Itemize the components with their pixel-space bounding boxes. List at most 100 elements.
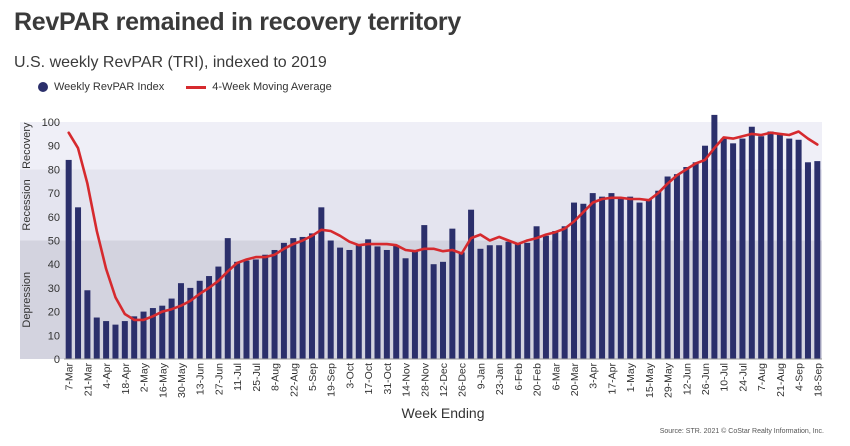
x-tick-label: 20-Mar xyxy=(569,363,581,397)
x-tick-label: 22-Aug xyxy=(288,363,300,397)
bar xyxy=(196,280,203,359)
bar xyxy=(664,176,671,359)
bar xyxy=(786,138,793,359)
bar xyxy=(589,193,596,359)
bar xyxy=(617,197,624,359)
band-depression xyxy=(20,240,822,359)
bar xyxy=(449,228,456,359)
x-tick-label: 27-Jun xyxy=(213,363,225,395)
bar xyxy=(505,241,512,359)
bar xyxy=(468,209,475,359)
bar xyxy=(524,242,531,359)
bar xyxy=(365,239,372,359)
x-tick-label: 18-Sep xyxy=(812,363,824,397)
x-tick-label: 4-Apr xyxy=(101,363,113,389)
bar xyxy=(93,317,100,359)
x-tick-label: 3-Apr xyxy=(588,363,600,389)
y-tick-label: 40 xyxy=(48,259,60,271)
x-tick-label: 14-Nov xyxy=(401,362,413,397)
bar xyxy=(252,259,259,359)
bar xyxy=(374,246,381,359)
bar xyxy=(215,266,222,359)
x-tick-label: 9-Jan xyxy=(475,363,487,389)
bar xyxy=(739,138,746,359)
bar xyxy=(355,245,362,359)
bar xyxy=(75,207,82,359)
x-tick-label: 8-Aug xyxy=(270,363,282,391)
x-tick-label: 16-May xyxy=(157,362,169,398)
x-tick-label: 12-Dec xyxy=(438,363,450,397)
bar xyxy=(767,131,774,359)
y-tick-label: 30 xyxy=(48,283,60,295)
legend-line-swatch xyxy=(186,85,207,89)
x-tick-label: 29-May xyxy=(663,362,675,398)
bar xyxy=(308,233,315,359)
bar xyxy=(440,261,446,359)
x-tick-label: 26-Jun xyxy=(700,363,712,395)
bar xyxy=(711,114,718,359)
bar xyxy=(234,261,241,359)
bar xyxy=(411,249,418,359)
y-tick-label: 60 xyxy=(48,212,60,224)
x-tick-label: 7-Mar xyxy=(64,362,76,390)
x-tick-label: 10-Jul xyxy=(719,363,731,392)
band-label-recession: Recession xyxy=(21,179,33,230)
bar xyxy=(337,247,344,359)
x-tick-label: 19-Sep xyxy=(326,363,338,397)
bar xyxy=(280,242,287,359)
bar xyxy=(327,240,334,359)
legend: Weekly RevPAR Index 4-Week Moving Averag… xyxy=(38,81,354,93)
bar xyxy=(103,321,110,359)
x-tick-label: 3-Oct xyxy=(344,363,356,389)
source-note: Source: STR. 2021 © CoStar Realty Inform… xyxy=(659,428,824,435)
bar xyxy=(458,252,465,359)
y-tick-label: 80 xyxy=(48,164,60,176)
y-tick-label: 70 xyxy=(48,188,60,200)
x-tick-label: 6-Feb xyxy=(513,363,525,391)
x-tick-label: 17-Oct xyxy=(363,363,375,395)
bar xyxy=(776,133,783,359)
bar xyxy=(608,193,615,359)
bar xyxy=(140,311,147,359)
bar xyxy=(580,203,587,359)
bar xyxy=(299,236,306,359)
legend-item-line: 4-Week Moving Average xyxy=(186,81,332,93)
x-tick-label: 6-Mar xyxy=(550,362,562,390)
bar xyxy=(636,202,643,359)
bar xyxy=(112,324,119,359)
bar xyxy=(177,283,184,359)
bar xyxy=(318,207,325,359)
x-tick-label: 24-Jul xyxy=(738,363,750,392)
x-tick-label: 11-Jul xyxy=(232,363,244,391)
bar xyxy=(393,245,400,359)
y-tick-label: 100 xyxy=(42,117,60,129)
bar xyxy=(168,298,175,359)
bar xyxy=(346,249,353,359)
bar xyxy=(421,225,428,359)
bar xyxy=(131,316,138,359)
x-axis-title: Week Ending xyxy=(401,405,484,421)
x-tick-label: 20-Feb xyxy=(532,363,544,396)
y-tick-label: 90 xyxy=(48,141,60,153)
bar xyxy=(402,258,409,359)
x-tick-label: 31-Oct xyxy=(382,363,394,395)
bar xyxy=(730,143,737,359)
bar xyxy=(673,174,680,359)
bar xyxy=(720,138,727,359)
bar xyxy=(290,238,297,359)
chart-subtitle: U.S. weekly RevPAR (TRI), indexed to 201… xyxy=(14,54,327,71)
x-tick-label: 18-Apr xyxy=(120,362,132,394)
bar xyxy=(383,249,390,359)
bar xyxy=(758,136,765,359)
band-label-depression: Depression xyxy=(21,272,33,328)
bar xyxy=(486,245,493,359)
legend-bar-label: Weekly RevPAR Index xyxy=(54,81,165,93)
bar xyxy=(149,308,156,359)
bar xyxy=(224,238,231,359)
bar xyxy=(262,254,269,359)
bar xyxy=(599,196,606,359)
band-label-recovery: Recovery xyxy=(21,122,33,169)
bar xyxy=(552,231,559,359)
x-tick-label: 30-May xyxy=(176,362,188,398)
